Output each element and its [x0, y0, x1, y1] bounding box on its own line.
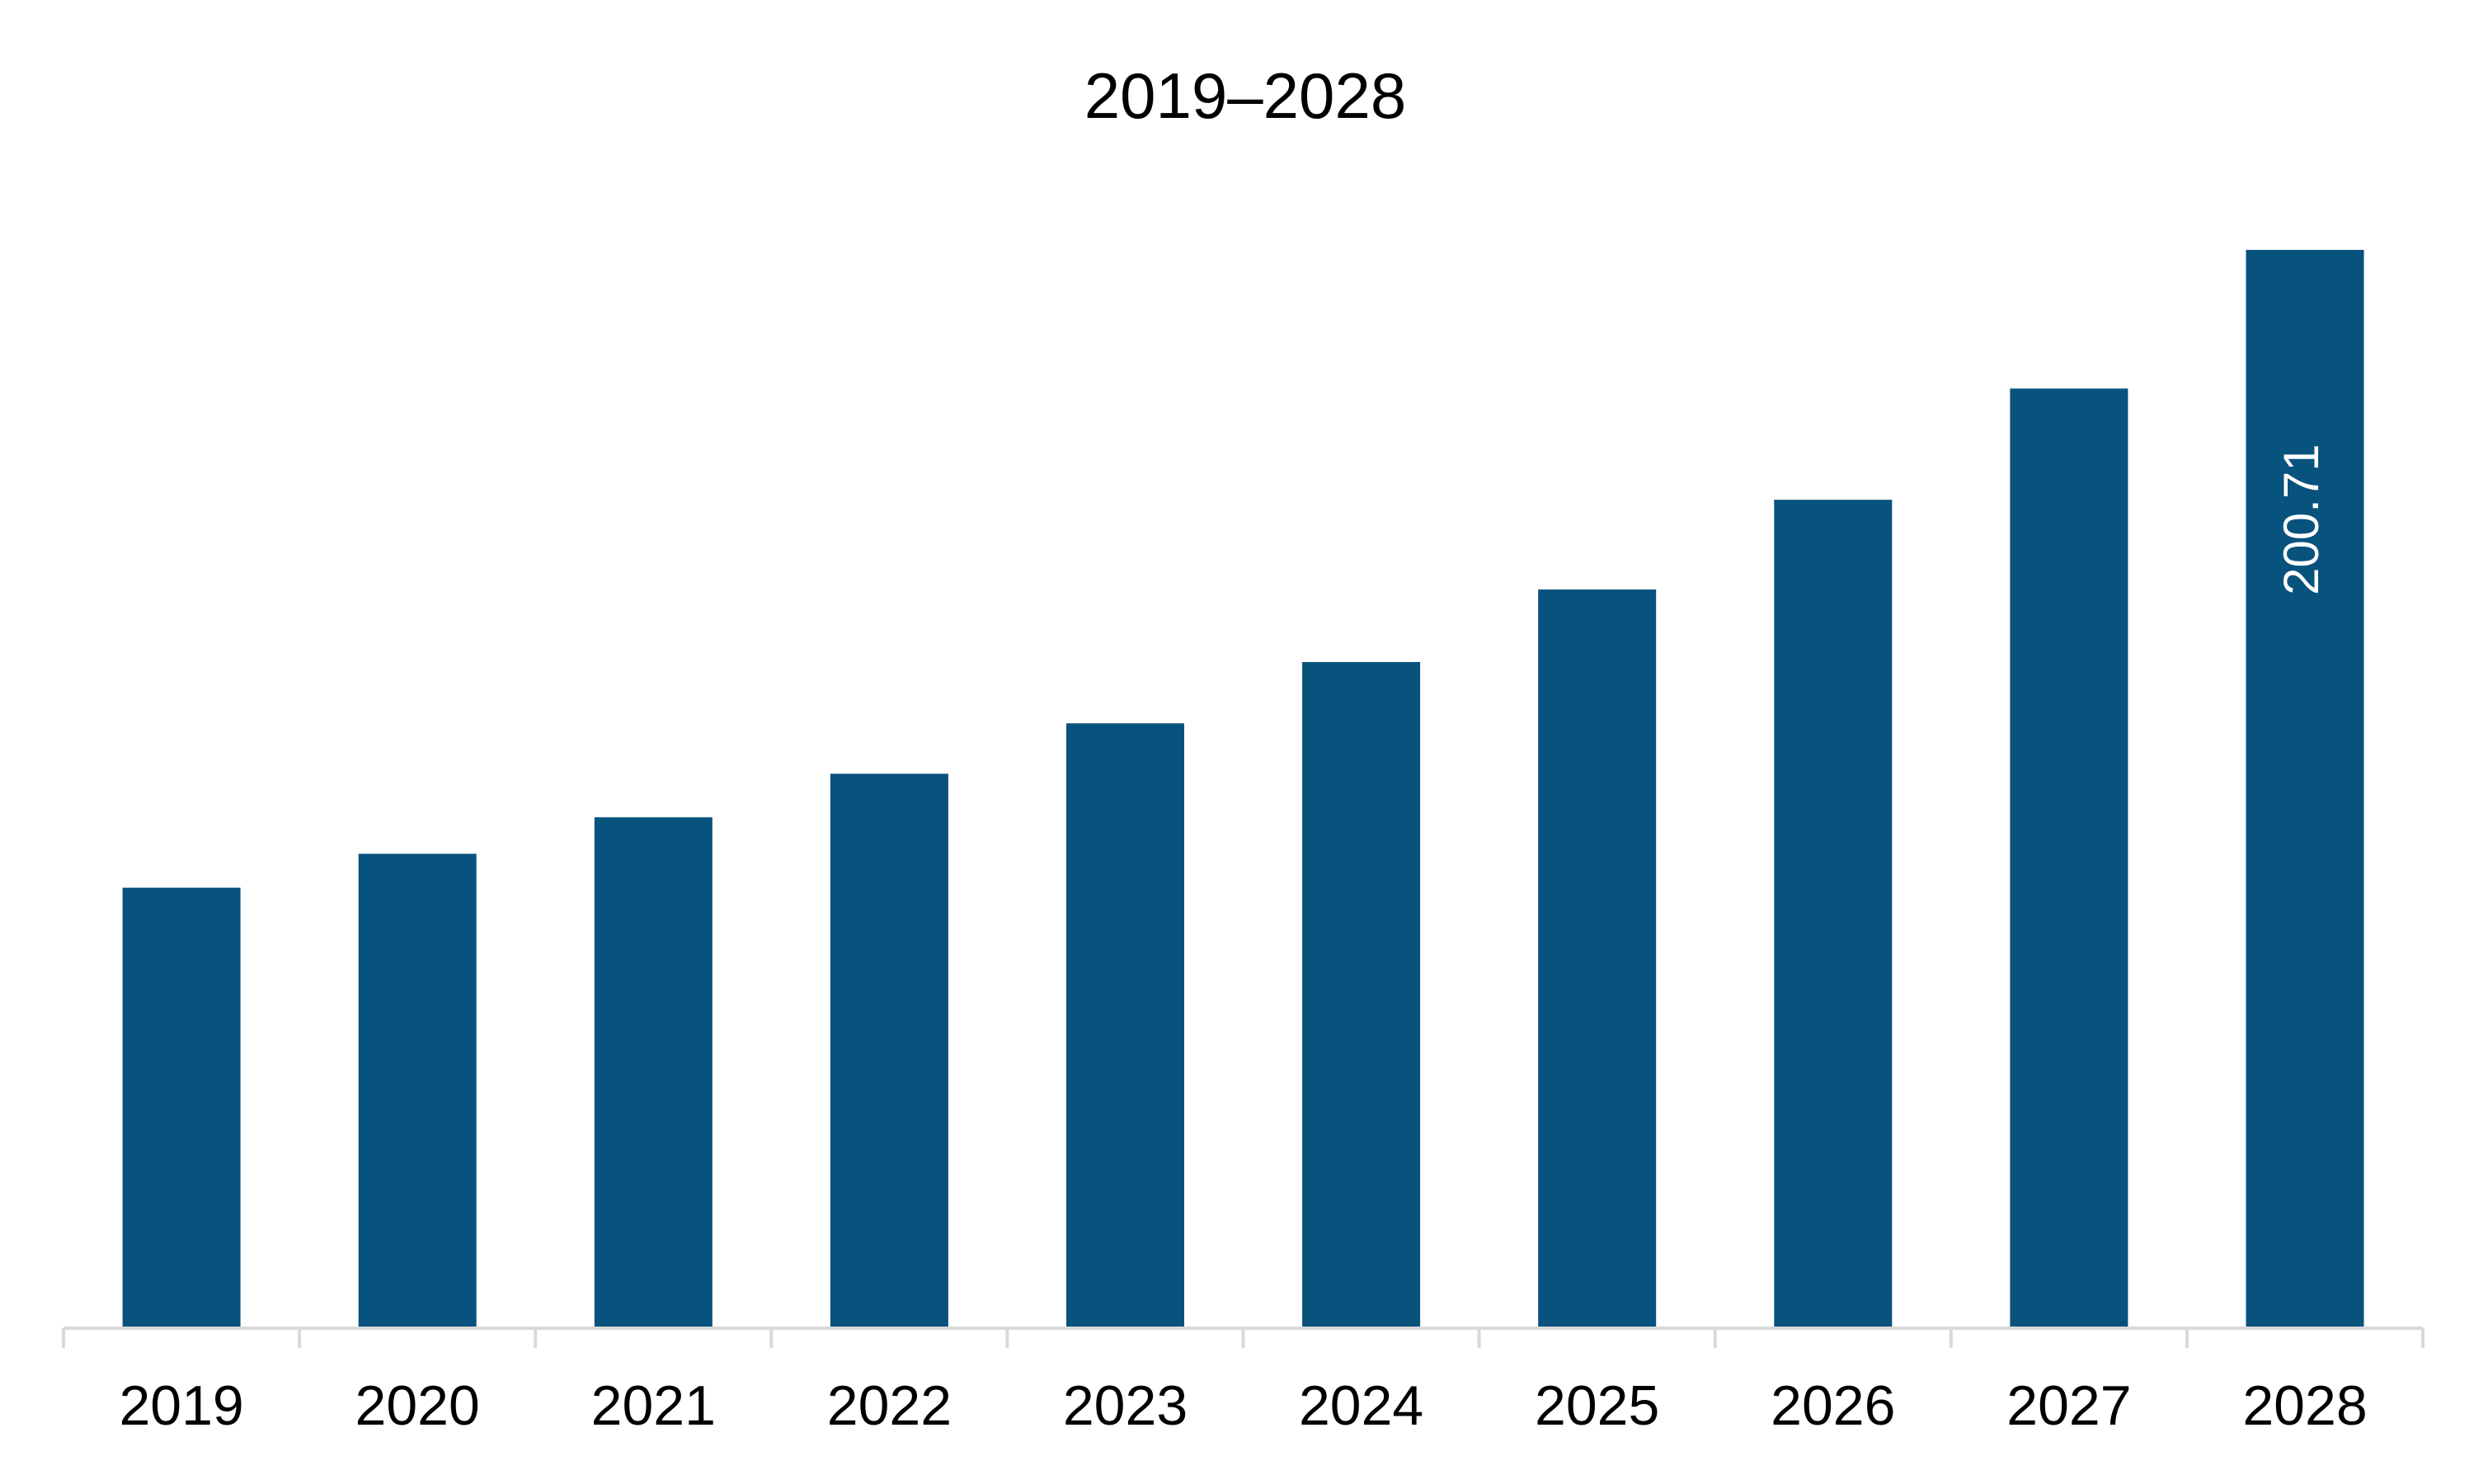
- bar-2021: [594, 817, 713, 1328]
- bar-2027: [2010, 388, 2128, 1328]
- bar-2024: [1302, 662, 1421, 1328]
- bar-2025: [1538, 589, 1657, 1328]
- x-tick-label-2023: 2023: [1063, 1374, 1188, 1437]
- bar-2020: [358, 853, 477, 1328]
- x-tick-labels: 2019 2020 2021 2022 2023 2024 2025 2026 2027 2028: [119, 1374, 2367, 1437]
- x-tick-label-2026: 2026: [1771, 1374, 1895, 1437]
- bars-group: [122, 250, 2364, 1329]
- data-label-2028: 200.71: [2274, 444, 2329, 595]
- x-axis: [62, 1327, 2425, 1348]
- bar-2028: [2246, 250, 2364, 1329]
- chart-title: 2019–2028: [1084, 59, 1406, 132]
- x-tick-label-2025: 2025: [1535, 1374, 1659, 1437]
- x-tick-label-2021: 2021: [591, 1374, 716, 1437]
- bar-2023: [1066, 723, 1184, 1328]
- x-tick-label-2022: 2022: [827, 1374, 952, 1437]
- bar-2022: [830, 773, 948, 1328]
- x-tick-label-2027: 2027: [2006, 1374, 2131, 1437]
- bar-2026: [1774, 500, 1893, 1328]
- x-tick-label-2024: 2024: [1299, 1374, 1423, 1437]
- x-tick-label-2028: 2028: [2242, 1374, 2367, 1437]
- x-tick-label-2020: 2020: [355, 1374, 480, 1437]
- x-tick-label-2019: 2019: [119, 1374, 243, 1437]
- bar-2019: [122, 887, 241, 1328]
- data-labels: 200.71: [2274, 444, 2329, 595]
